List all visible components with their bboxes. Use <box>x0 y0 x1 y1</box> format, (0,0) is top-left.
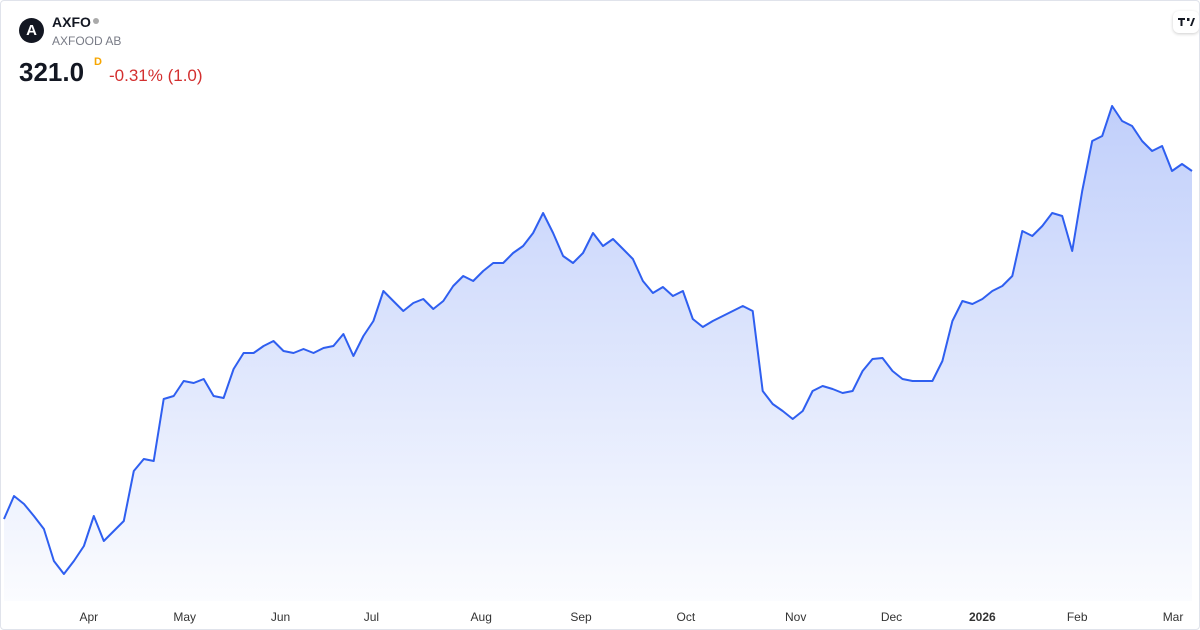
tv-logo[interactable] <box>1173 11 1199 33</box>
area-fill <box>4 106 1192 601</box>
x-tick-label: Jul <box>364 610 379 624</box>
x-tick-label: Sep <box>570 610 592 624</box>
x-tick-label: Nov <box>785 610 806 624</box>
x-tick-label: May <box>173 610 196 624</box>
logo: A <box>19 18 44 43</box>
price-line <box>3 105 1193 575</box>
x-tick-label: Mar <box>1163 610 1184 624</box>
x-tick-label: Oct <box>677 610 696 624</box>
x-tick-label: Jun <box>271 610 290 624</box>
price-flag: D <box>94 56 102 68</box>
x-tick-label: Aug <box>471 610 492 624</box>
symbol: AXFO <box>52 14 91 30</box>
price-change: -0.31% (1.0) <box>109 66 203 85</box>
x-tick-label: Feb <box>1067 610 1088 624</box>
x-tick-label: Apr <box>80 610 99 624</box>
tv-logo-icon <box>1178 18 1195 26</box>
x-tick-label: Dec <box>881 610 902 624</box>
status-dot <box>93 18 99 24</box>
price: 321.0 <box>19 57 85 87</box>
x-tick-label: 2026 <box>969 610 996 624</box>
company-name: AXFOOD AB <box>52 34 122 48</box>
